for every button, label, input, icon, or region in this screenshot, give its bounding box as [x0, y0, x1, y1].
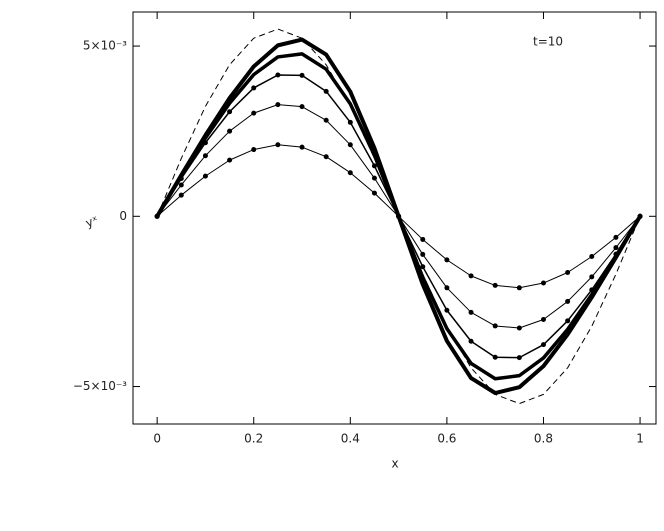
x-tick-label: 0.8	[534, 432, 553, 446]
point	[275, 102, 281, 108]
point	[589, 274, 595, 280]
plot-frame	[132, 11, 657, 425]
point	[347, 119, 353, 125]
point	[565, 269, 571, 275]
point	[492, 354, 498, 360]
point	[613, 251, 619, 257]
point	[251, 110, 257, 116]
point	[637, 213, 643, 219]
point	[589, 287, 595, 293]
point	[613, 234, 619, 240]
x-tick-label: 0	[153, 432, 161, 446]
point	[251, 85, 257, 91]
point	[420, 264, 426, 270]
point	[468, 273, 474, 279]
point	[540, 280, 546, 286]
point	[178, 176, 184, 182]
point	[251, 147, 257, 153]
point	[444, 307, 450, 313]
point	[347, 170, 353, 176]
point	[468, 309, 474, 315]
point	[275, 72, 281, 78]
annotation: t=10	[533, 35, 563, 49]
point	[420, 236, 426, 242]
point	[492, 282, 498, 288]
point	[492, 323, 498, 329]
point	[516, 325, 522, 331]
point	[202, 153, 208, 159]
point	[323, 117, 329, 123]
point	[565, 318, 571, 324]
point	[540, 342, 546, 348]
x-tick-label: 0.6	[437, 432, 456, 446]
point	[323, 88, 329, 94]
point	[227, 128, 233, 134]
point	[565, 298, 571, 304]
point	[323, 154, 329, 160]
point	[371, 163, 377, 169]
x-axis-label: x	[391, 457, 398, 471]
point	[178, 192, 184, 198]
series-line	[156, 28, 641, 405]
point	[275, 142, 281, 148]
point	[227, 157, 233, 163]
point	[540, 316, 546, 322]
point	[202, 140, 208, 146]
point	[589, 253, 595, 259]
y-tick-label: 5×10⁻³	[83, 39, 127, 53]
point	[299, 104, 305, 110]
point	[516, 285, 522, 291]
point	[202, 173, 208, 179]
x-tick-label: 1	[636, 432, 644, 446]
point	[299, 144, 305, 150]
point	[371, 190, 377, 196]
point	[178, 182, 184, 188]
y-tick-label: 0	[119, 209, 127, 223]
x-tick-label: 0.4	[341, 432, 360, 446]
point	[371, 175, 377, 181]
y-axis-label: yˣ	[84, 213, 100, 230]
point	[420, 251, 426, 257]
point	[396, 213, 402, 219]
point	[516, 355, 522, 361]
y-tick-label: −5×10⁻³	[73, 379, 127, 393]
point	[227, 109, 233, 115]
point	[444, 285, 450, 291]
point	[154, 213, 160, 219]
point	[299, 72, 305, 78]
x-tick-label: 0.2	[244, 432, 263, 446]
point	[613, 245, 619, 251]
point	[347, 142, 353, 148]
point	[444, 257, 450, 263]
point	[468, 338, 474, 344]
